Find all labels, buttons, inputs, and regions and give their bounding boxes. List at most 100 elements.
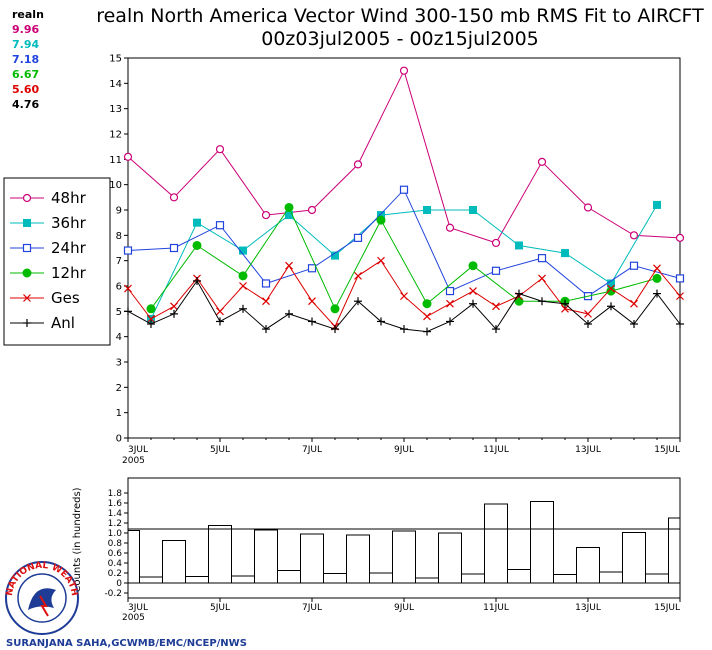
series-point-ges bbox=[216, 307, 224, 316]
series-point-36hr bbox=[561, 249, 569, 258]
count-ytick-label: 1.0 bbox=[108, 529, 123, 539]
count-ytick-label: -0.2 bbox=[104, 589, 122, 599]
count-bar bbox=[576, 547, 600, 584]
series-point-12hr bbox=[652, 273, 662, 283]
stat-value-0: 9.96 bbox=[12, 23, 39, 36]
legend-item-12hr: 12hr bbox=[10, 264, 87, 282]
main-ytick-label: 15 bbox=[109, 54, 122, 65]
count-bar bbox=[507, 569, 531, 584]
series-point-anl bbox=[653, 289, 661, 298]
series-point-ges bbox=[170, 302, 178, 311]
series-point-anl bbox=[492, 325, 500, 334]
series-point-24hr bbox=[399, 185, 409, 194]
series-point-48hr bbox=[307, 205, 317, 215]
series-point-anl bbox=[377, 317, 385, 326]
series-line-48hr bbox=[127, 69, 681, 244]
count-ytick-label: 0.6 bbox=[108, 549, 123, 559]
count-xtick-sublabel: 2005 bbox=[122, 613, 145, 623]
series-point-anl bbox=[124, 307, 132, 316]
series-point-36hr bbox=[515, 241, 523, 250]
series-ges bbox=[124, 256, 684, 331]
count-bar bbox=[323, 573, 347, 584]
count-bar bbox=[139, 576, 163, 584]
series-point-ges bbox=[400, 292, 408, 301]
series-point-24hr bbox=[629, 261, 639, 270]
main-ytick-label: 12 bbox=[109, 130, 122, 141]
main-ytick-label: 0 bbox=[116, 434, 122, 445]
legend-box bbox=[3, 177, 111, 346]
series-point-anl bbox=[584, 320, 592, 328]
series-point-48hr bbox=[629, 231, 639, 240]
chart-subtitle: 00z03jul2005 - 00z15jul2005 bbox=[261, 28, 539, 50]
series-point-12hr bbox=[376, 215, 386, 225]
series-point-12hr bbox=[422, 299, 432, 309]
legend-marker bbox=[23, 319, 31, 327]
series-point-36hr bbox=[377, 211, 385, 220]
main-xtick-sublabel: 2005 bbox=[122, 456, 145, 466]
series-point-48hr bbox=[491, 238, 501, 248]
count-bar bbox=[208, 525, 232, 584]
series-point-ges bbox=[124, 284, 132, 293]
main-ytick-label: 5 bbox=[116, 307, 122, 318]
stat-value-5: 4.76 bbox=[12, 98, 39, 111]
count-xtick-label: 13JUL bbox=[575, 603, 601, 613]
count-bar bbox=[254, 529, 278, 584]
series-point-12hr bbox=[192, 240, 202, 250]
series-point-36hr bbox=[239, 246, 247, 255]
series-point-12hr bbox=[468, 261, 478, 271]
series-point-36hr bbox=[469, 206, 477, 214]
count-ytick-label: 0.4 bbox=[108, 559, 123, 569]
count-bar bbox=[645, 573, 669, 584]
stat-value-4: 5.60 bbox=[12, 83, 39, 96]
series-point-ges bbox=[308, 297, 316, 306]
series-point-anl bbox=[400, 325, 408, 334]
legend-label: 36hr bbox=[51, 214, 87, 232]
series-point-12hr bbox=[330, 304, 340, 314]
series-point-anl bbox=[538, 297, 546, 306]
stats-label: realn bbox=[12, 8, 44, 21]
legend-marker bbox=[23, 219, 31, 227]
count-bar bbox=[127, 530, 140, 584]
count-ytick-label: 1.8 bbox=[108, 489, 123, 499]
series-point-36hr bbox=[423, 206, 431, 214]
count-bar bbox=[438, 532, 462, 584]
legend-label: 24hr bbox=[51, 239, 87, 257]
series-point-ges bbox=[469, 287, 477, 295]
series-point-anl bbox=[607, 302, 615, 311]
main-xtick-label: 3JUL bbox=[128, 445, 148, 455]
logo-lightning-icon bbox=[39, 595, 49, 617]
credit-text: SURANJANA SAHA,GCWMB/EMC/NCEP/NWS bbox=[6, 638, 247, 649]
legend-label: Anl bbox=[51, 314, 75, 332]
series-point-48hr bbox=[399, 66, 409, 75]
series-point-12hr bbox=[284, 202, 294, 212]
series-point-ges bbox=[561, 304, 569, 313]
series-point-24hr bbox=[445, 286, 455, 296]
chart-title: realn North America Vector Wind 300-150 … bbox=[96, 5, 704, 27]
series-point-anl bbox=[262, 325, 270, 334]
series-anl bbox=[124, 276, 684, 336]
main-xtick-label: 9JUL bbox=[394, 445, 414, 455]
count-bar bbox=[415, 577, 439, 584]
series-point-anl bbox=[285, 309, 293, 318]
series-point-ges bbox=[676, 292, 684, 301]
series-point-48hr bbox=[445, 223, 455, 232]
series-point-36hr bbox=[285, 211, 293, 220]
series-point-anl bbox=[308, 317, 316, 326]
main-ytick-label: 8 bbox=[116, 231, 122, 242]
series-point-anl bbox=[239, 304, 247, 313]
count-bar bbox=[277, 570, 301, 584]
series-24hr bbox=[123, 185, 685, 301]
count-ytick-label: 0.2 bbox=[108, 569, 122, 579]
series-point-12hr bbox=[238, 271, 248, 281]
count-xtick-label: 11JUL bbox=[483, 603, 509, 613]
series-point-48hr bbox=[353, 160, 363, 169]
count-bar bbox=[622, 532, 646, 584]
series-point-ges bbox=[653, 264, 661, 273]
main-ytick-label: 13 bbox=[109, 104, 122, 115]
series-point-ges bbox=[354, 271, 362, 280]
stats-block: realn 9.96 7.94 7.18 6.67 5.60 4.76 bbox=[12, 8, 44, 111]
series-point-anl bbox=[423, 327, 431, 336]
count-xtick-label: 15JUL bbox=[654, 603, 680, 613]
count-bar bbox=[530, 501, 554, 584]
main-ytick-label: 10 bbox=[109, 180, 122, 191]
